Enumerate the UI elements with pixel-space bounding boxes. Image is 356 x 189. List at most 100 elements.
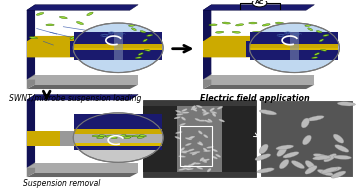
Bar bbox=[114, 32, 123, 60]
Polygon shape bbox=[203, 36, 314, 41]
Ellipse shape bbox=[192, 108, 197, 111]
Ellipse shape bbox=[319, 39, 324, 42]
Polygon shape bbox=[211, 75, 314, 85]
Polygon shape bbox=[35, 75, 138, 85]
Ellipse shape bbox=[259, 110, 277, 115]
Ellipse shape bbox=[202, 158, 207, 162]
Bar bbox=[180, 126, 212, 166]
Ellipse shape bbox=[337, 102, 356, 106]
Ellipse shape bbox=[252, 31, 260, 33]
Circle shape bbox=[252, 0, 267, 7]
Ellipse shape bbox=[201, 160, 207, 163]
Ellipse shape bbox=[188, 149, 194, 151]
Polygon shape bbox=[203, 5, 211, 80]
Ellipse shape bbox=[140, 31, 146, 33]
Ellipse shape bbox=[324, 154, 336, 162]
Bar bbox=[251, 50, 339, 60]
Ellipse shape bbox=[222, 22, 230, 24]
Bar bbox=[74, 50, 162, 60]
Ellipse shape bbox=[210, 108, 215, 111]
Ellipse shape bbox=[206, 146, 214, 148]
Ellipse shape bbox=[203, 150, 211, 152]
Ellipse shape bbox=[140, 135, 146, 137]
Ellipse shape bbox=[183, 167, 189, 170]
Text: Electric field application: Electric field application bbox=[200, 94, 309, 103]
Ellipse shape bbox=[203, 112, 209, 115]
Polygon shape bbox=[203, 52, 314, 57]
Ellipse shape bbox=[87, 12, 93, 16]
Ellipse shape bbox=[203, 134, 208, 138]
Ellipse shape bbox=[193, 163, 201, 164]
Ellipse shape bbox=[124, 137, 131, 139]
Ellipse shape bbox=[182, 112, 189, 113]
Polygon shape bbox=[203, 72, 211, 89]
Ellipse shape bbox=[335, 145, 349, 152]
Ellipse shape bbox=[305, 166, 317, 174]
Ellipse shape bbox=[184, 165, 191, 168]
Bar bbox=[260, 100, 353, 177]
Ellipse shape bbox=[192, 152, 198, 155]
Ellipse shape bbox=[308, 28, 313, 31]
Ellipse shape bbox=[262, 24, 270, 26]
Polygon shape bbox=[27, 163, 138, 168]
Ellipse shape bbox=[112, 33, 121, 35]
Ellipse shape bbox=[29, 37, 37, 39]
Ellipse shape bbox=[301, 118, 309, 128]
Ellipse shape bbox=[209, 24, 217, 26]
Bar bbox=[27, 131, 60, 146]
Bar bbox=[70, 41, 87, 57]
Ellipse shape bbox=[180, 147, 185, 151]
Ellipse shape bbox=[283, 152, 299, 158]
Bar bbox=[74, 114, 162, 130]
Bar bbox=[290, 32, 299, 60]
Ellipse shape bbox=[182, 151, 189, 152]
Ellipse shape bbox=[321, 49, 327, 51]
Ellipse shape bbox=[275, 22, 284, 24]
Ellipse shape bbox=[217, 106, 223, 109]
Ellipse shape bbox=[198, 131, 203, 134]
Ellipse shape bbox=[189, 152, 197, 154]
Ellipse shape bbox=[313, 156, 331, 160]
Polygon shape bbox=[203, 85, 314, 89]
Polygon shape bbox=[27, 5, 35, 80]
Bar bbox=[143, 100, 256, 177]
Ellipse shape bbox=[312, 57, 318, 59]
Ellipse shape bbox=[59, 16, 67, 19]
Ellipse shape bbox=[325, 167, 342, 172]
Ellipse shape bbox=[291, 160, 304, 169]
Ellipse shape bbox=[307, 116, 324, 121]
Polygon shape bbox=[35, 163, 138, 173]
Text: SWNT/microbe suspension loading: SWNT/microbe suspension loading bbox=[9, 94, 141, 103]
Ellipse shape bbox=[276, 145, 294, 150]
Polygon shape bbox=[27, 173, 138, 177]
Ellipse shape bbox=[277, 147, 287, 156]
Ellipse shape bbox=[305, 160, 315, 170]
Ellipse shape bbox=[129, 25, 135, 26]
Bar bbox=[60, 131, 97, 146]
Ellipse shape bbox=[188, 136, 195, 139]
Ellipse shape bbox=[175, 136, 181, 139]
Circle shape bbox=[73, 23, 163, 73]
Ellipse shape bbox=[200, 157, 204, 161]
Ellipse shape bbox=[208, 119, 212, 122]
Ellipse shape bbox=[232, 31, 240, 33]
Ellipse shape bbox=[126, 135, 133, 137]
Bar bbox=[246, 41, 263, 57]
Ellipse shape bbox=[333, 134, 344, 143]
Ellipse shape bbox=[36, 12, 44, 15]
Ellipse shape bbox=[204, 120, 210, 123]
Bar bbox=[27, 41, 130, 57]
Ellipse shape bbox=[70, 36, 77, 39]
Ellipse shape bbox=[106, 135, 113, 137]
Polygon shape bbox=[27, 5, 138, 10]
Ellipse shape bbox=[178, 168, 185, 170]
Ellipse shape bbox=[196, 105, 202, 108]
Ellipse shape bbox=[197, 143, 203, 145]
Ellipse shape bbox=[147, 35, 153, 36]
Bar bbox=[74, 48, 162, 50]
Ellipse shape bbox=[212, 149, 218, 152]
Bar bbox=[97, 131, 130, 146]
Ellipse shape bbox=[249, 22, 257, 24]
Circle shape bbox=[250, 23, 339, 73]
Ellipse shape bbox=[279, 159, 289, 169]
